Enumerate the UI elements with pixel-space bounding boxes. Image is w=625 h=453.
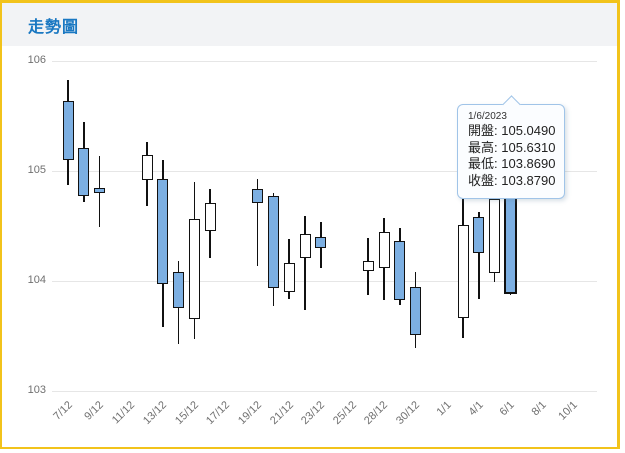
candle[interactable]: [457, 224, 469, 319]
candle-wick: [256, 178, 259, 266]
x-tick-label: 17/12: [204, 399, 233, 427]
tooltip-open-value: 105.0490: [501, 123, 556, 138]
candle[interactable]: [252, 188, 264, 203]
grid-line: [52, 391, 597, 392]
tooltip-close-label: 收盤: [468, 173, 501, 188]
candle[interactable]: [204, 202, 216, 232]
tooltip-high-row: 最高105.6310: [468, 140, 564, 157]
tooltip-date: 1/6/2023: [468, 111, 507, 122]
plot-area: 106 105 104 103 7/12 9/12 11/12 13/12 15/12 17/12…: [2, 3, 617, 447]
x-tick-label: 7/12: [50, 399, 75, 423]
tooltip-high-value: 105.6310: [501, 139, 556, 155]
x-tick-label: 28/12: [362, 399, 391, 427]
y-tick-label: 104: [27, 274, 46, 286]
grid-line: [52, 171, 597, 172]
candle[interactable]: [489, 198, 501, 274]
tooltip-low-value: 103.8690: [501, 156, 556, 171]
y-tick-label: 106: [27, 54, 46, 66]
candle[interactable]: [410, 286, 422, 335]
tooltip-close-value: 103.8790: [501, 172, 556, 188]
x-tick-label: 11/12: [110, 399, 138, 427]
tooltip-low-label: 最低: [468, 156, 501, 171]
x-tick-label: 9/12: [82, 399, 107, 423]
x-tick-label: 6/1: [497, 399, 517, 419]
candle[interactable]: [157, 178, 169, 285]
x-tick-label: 15/12: [172, 399, 201, 427]
tooltip-low-row: 最低103.8690: [468, 156, 564, 173]
y-tick-label: 105: [27, 164, 46, 176]
tooltip: 1/6/2023 開盤105.0490 最高105.6310 最低103.869…: [457, 95, 565, 199]
x-tick-label: 25/12: [330, 399, 359, 427]
candle[interactable]: [267, 196, 279, 288]
x-tick-label: 13/12: [141, 399, 170, 427]
tooltip-open-label: 開盤: [468, 123, 501, 138]
candle[interactable]: [473, 217, 485, 254]
candle[interactable]: [141, 154, 153, 180]
candle[interactable]: [378, 231, 390, 268]
candle[interactable]: [78, 147, 90, 197]
candle[interactable]: [299, 233, 311, 258]
x-tick-label: 1/1: [434, 399, 454, 419]
panel-header: 走勢圖: [2, 3, 617, 46]
y-tick-label: 103: [27, 384, 46, 396]
candle-wick: [304, 216, 306, 310]
tooltip-high-label: 最高: [468, 140, 501, 155]
candle[interactable]: [173, 272, 185, 309]
x-tick-label: 23/12: [299, 399, 328, 427]
candle[interactable]: [188, 219, 200, 320]
x-tick-label: 21/12: [267, 399, 296, 427]
candle-wick: [478, 211, 480, 299]
candle[interactable]: [315, 237, 327, 248]
candle[interactable]: [283, 263, 295, 292]
x-tick-label: 19/12: [236, 399, 265, 427]
grid-line: [52, 281, 597, 282]
x-tick-label: 10/1: [556, 399, 581, 423]
candle[interactable]: [394, 241, 406, 300]
candle[interactable]: [62, 100, 74, 160]
page-title: 走勢圖: [28, 18, 80, 36]
candle[interactable]: [362, 261, 374, 272]
x-tick-label: 4/1: [465, 399, 486, 419]
x-tick-label: 8/1: [529, 399, 549, 419]
x-tick-label: 30/12: [394, 399, 423, 427]
candle[interactable]: [94, 187, 106, 193]
grid-line: [52, 61, 597, 62]
tooltip-open-row: 開盤105.0490: [468, 123, 564, 140]
tooltip-close-row: 收盤103.8790: [468, 173, 564, 190]
